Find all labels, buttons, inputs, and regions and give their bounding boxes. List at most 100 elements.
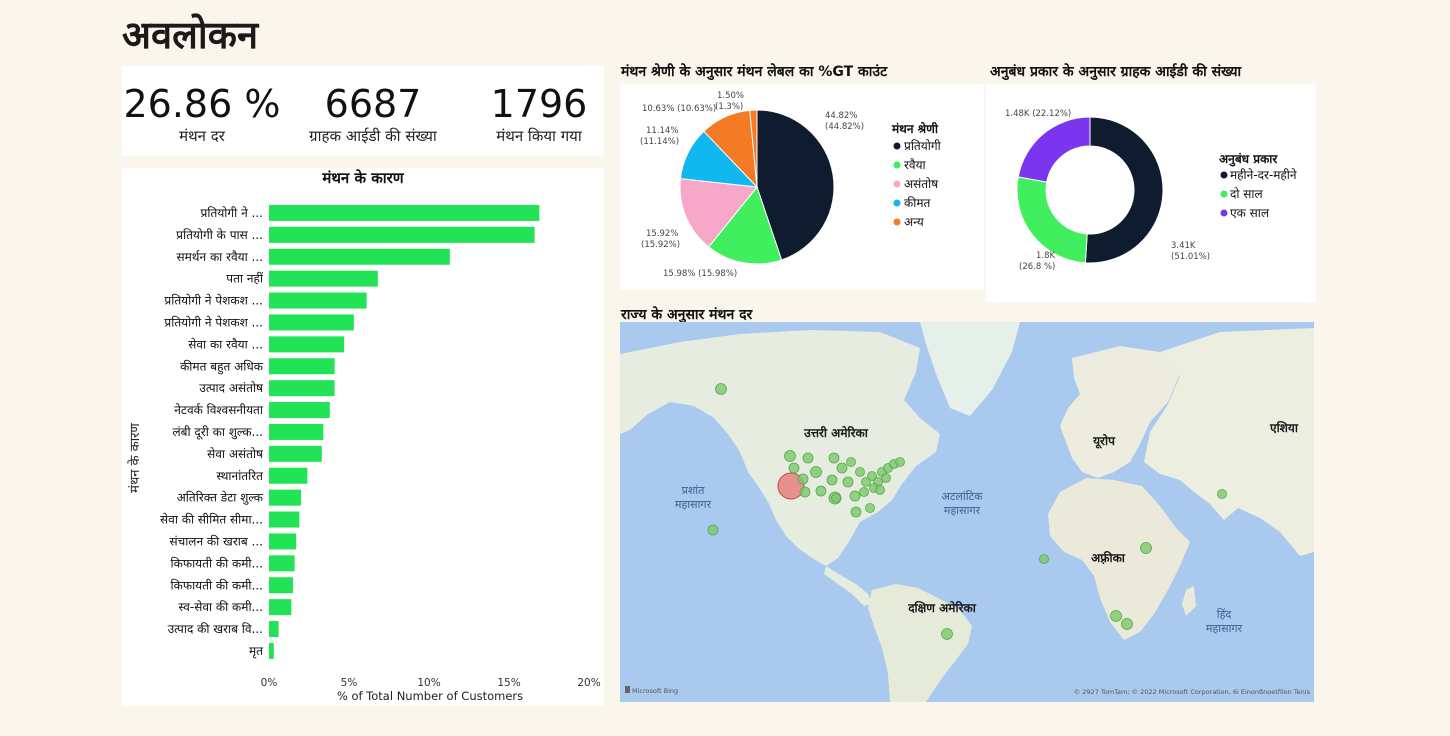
- pie-legend-item: रवैया: [904, 158, 927, 172]
- bar[interactable]: [269, 270, 378, 287]
- bar[interactable]: [269, 314, 354, 331]
- donut-slice[interactable]: [1084, 116, 1164, 264]
- legend-marker: [893, 218, 901, 226]
- map-bubble[interactable]: [1039, 554, 1049, 564]
- pie-chart: 44.82% (44.82%) 15.98% (15.98%) 15.92% (…: [640, 91, 942, 279]
- map-canvas[interactable]: उत्तरी अमेरिका यूरोप एशिया अफ़्रीका दक्ष…: [620, 322, 1314, 702]
- legend-marker: [893, 161, 901, 169]
- pie-slice-label: 10.63% (10.63%): [642, 104, 716, 114]
- map-bubble[interactable]: [831, 493, 841, 503]
- map-bubbles[interactable]: [707, 383, 1227, 640]
- bar-category-label: प्रतियोगी ने ...: [201, 206, 263, 220]
- map-bubble[interactable]: [867, 471, 877, 481]
- map-bubble[interactable]: [836, 462, 848, 474]
- map-bubble[interactable]: [941, 628, 953, 640]
- map-bubble[interactable]: [815, 485, 827, 497]
- pie-slice[interactable]: [707, 185, 783, 265]
- bar[interactable]: [269, 336, 345, 353]
- map-bubble[interactable]: [788, 462, 800, 474]
- map-bubble[interactable]: [784, 450, 796, 462]
- map-bubble[interactable]: [865, 503, 875, 513]
- map-bubble[interactable]: [846, 457, 856, 467]
- bar[interactable]: [269, 489, 301, 506]
- legend-marker: [893, 199, 901, 207]
- pie-slice-sublabel: (44.82%): [825, 122, 864, 132]
- bar-category-label: अतिरिक्त डेटा शुल्क: [177, 491, 264, 506]
- bar[interactable]: [269, 292, 367, 309]
- map-bubble[interactable]: [797, 473, 809, 485]
- asia-shape: [1144, 328, 1314, 556]
- bar-category-label: किफायती की कमी...: [171, 578, 264, 592]
- map-bubble-large[interactable]: [777, 472, 805, 500]
- map-bubble[interactable]: [715, 383, 727, 395]
- donut-legend-item: महीने-दर-महीने: [1230, 168, 1297, 182]
- bar[interactable]: [269, 380, 335, 397]
- bar[interactable]: [269, 358, 335, 375]
- bar-category-label: स्थानांतरित: [216, 469, 264, 483]
- bar[interactable]: [269, 577, 293, 594]
- bar[interactable]: [269, 555, 295, 572]
- bar-category-label: पता नहीं: [226, 272, 264, 286]
- map-bubble[interactable]: [855, 467, 865, 477]
- legend-marker: [893, 180, 901, 188]
- bar[interactable]: [269, 467, 308, 484]
- map-bubble[interactable]: [1140, 542, 1152, 554]
- bar-chart-y-axis-label: मंथन के कारण: [127, 423, 143, 493]
- bar[interactable]: [269, 511, 300, 528]
- bar-chart-x-axis-label: % of Total Number of Customers: [337, 689, 523, 703]
- bar[interactable]: [269, 445, 322, 462]
- bar[interactable]: [269, 599, 292, 616]
- bar-category-label: किफायती की कमी...: [171, 556, 264, 570]
- map-bubble[interactable]: [1217, 489, 1227, 499]
- bar-category-label: उत्पाद असंतोष: [199, 381, 264, 395]
- pie-legend-item: प्रतियोगी: [904, 139, 942, 153]
- map-bubble[interactable]: [861, 477, 871, 487]
- map-bubble[interactable]: [850, 506, 862, 518]
- bar-category-label: प्रतियोगी के पास ...: [176, 228, 263, 242]
- churn-reasons-card: मंथन के कारण मंथन के कारण % of Total Num…: [122, 168, 604, 706]
- bar[interactable]: [269, 423, 324, 440]
- donut-legend-item: दो साल: [1230, 187, 1264, 201]
- map-bubble[interactable]: [828, 452, 840, 464]
- kpi-churned: 1796 मंथन किया गया: [464, 66, 614, 146]
- madagascar-shape: [1182, 586, 1196, 616]
- map-bubble[interactable]: [875, 485, 885, 495]
- bar[interactable]: [269, 402, 330, 419]
- pie-slice[interactable]: [756, 109, 835, 261]
- donut-slice-sublabel: (26.8 %): [1019, 262, 1055, 272]
- map-bubble[interactable]: [859, 487, 869, 497]
- map-bubble[interactable]: [842, 476, 854, 488]
- map-bubble[interactable]: [799, 486, 811, 498]
- map-label-north-america: उत्तरी अमेरिका: [803, 426, 869, 440]
- bar[interactable]: [269, 621, 279, 638]
- bar[interactable]: [269, 204, 540, 221]
- central-america-shape: [824, 566, 872, 606]
- donut-slice[interactable]: [1016, 176, 1088, 264]
- map-bubble[interactable]: [895, 457, 905, 467]
- map-bubble[interactable]: [881, 473, 891, 483]
- map-bubble[interactable]: [1110, 610, 1122, 622]
- map-label-south-america: दक्षिण अमेरिका: [907, 601, 977, 615]
- bar[interactable]: [269, 642, 274, 659]
- map-bubble[interactable]: [802, 452, 814, 464]
- map-bubble[interactable]: [849, 490, 861, 502]
- north-america-shape: [620, 330, 940, 566]
- map-bubble[interactable]: [810, 466, 822, 478]
- bar-category-label: संचालन की खराब ...: [169, 534, 263, 548]
- bar[interactable]: [269, 248, 450, 265]
- legend-marker: [893, 142, 901, 150]
- pie-slice[interactable]: [679, 178, 758, 248]
- donut-slice[interactable]: [1017, 116, 1091, 183]
- map-bubble[interactable]: [826, 474, 838, 486]
- map-title: राज्य के अनुसार मंथन दर: [621, 307, 753, 323]
- pie-slice[interactable]: [749, 109, 758, 188]
- map-bubble[interactable]: [1121, 618, 1133, 630]
- map-label-pacific: प्रशांत: [682, 484, 706, 497]
- bar-category-label: मृत: [249, 644, 264, 659]
- bar-category-label: कीमत बहुत अधिक: [180, 359, 264, 374]
- bar[interactable]: [269, 226, 535, 243]
- map-bubble[interactable]: [707, 524, 719, 536]
- bar[interactable]: [269, 533, 297, 550]
- bar-category-label: उत्पाद की खराब वि...: [168, 622, 263, 636]
- churn-map[interactable]: उत्तरी अमेरिका यूरोप एशिया अफ़्रीका दक्ष…: [620, 322, 1314, 702]
